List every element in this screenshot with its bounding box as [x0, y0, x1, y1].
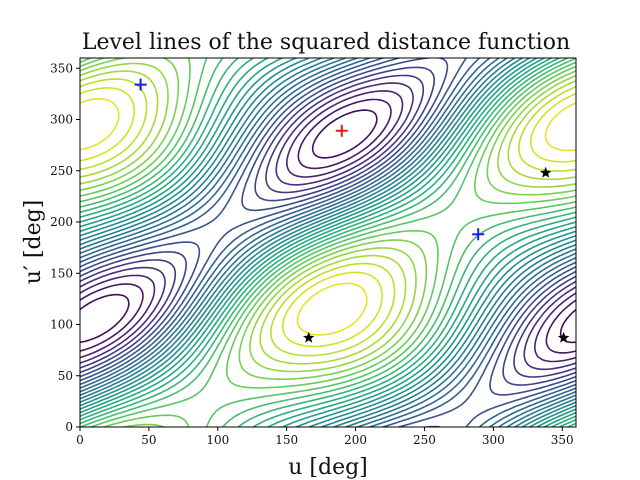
contour-level: [80, 58, 576, 427]
minimum-marker: [472, 228, 485, 241]
x-tick-label: 300: [482, 433, 505, 447]
x-axis-label: u [deg]: [288, 455, 368, 480]
chart-title: Level lines of the squared distance func…: [82, 30, 570, 55]
contour-level: [80, 82, 576, 371]
contour-level: [80, 58, 576, 427]
y-axis-label: u′ [deg]: [21, 200, 46, 285]
y-tick-label: 300: [50, 113, 73, 127]
y-tick-label: 200: [50, 215, 73, 229]
contour-level: [80, 78, 576, 357]
plot-frame: [79, 57, 577, 428]
contour-level: [80, 58, 576, 427]
y-tick-label: 250: [50, 164, 73, 178]
contour-level: [80, 58, 576, 427]
y-tick-label: 0: [65, 420, 73, 434]
contour-level: [80, 58, 576, 427]
x-tick-label: 0: [76, 433, 84, 447]
contour-level: [80, 74, 576, 378]
contour-level: [80, 109, 576, 344]
contour-level: [80, 58, 576, 427]
contour-level: [80, 87, 576, 348]
contour-level: [80, 58, 576, 427]
contour-level: [80, 98, 576, 336]
contour-level: [80, 62, 576, 373]
x-axis-ticks: 0 50 100 150 200 250 300 350: [76, 427, 574, 447]
saddle-marker: [539, 166, 552, 178]
contour-level: [80, 98, 576, 354]
x-tick-label: 100: [206, 433, 229, 447]
contour-level: [80, 58, 576, 427]
x-tick-label: 50: [141, 433, 156, 447]
contour-level: [80, 58, 576, 427]
minimum-marker: [134, 78, 147, 91]
y-tick-label: 150: [50, 266, 73, 280]
plot-area: [79, 57, 577, 428]
y-axis-ticks: 0 50 100 150 200 250 300 350: [50, 61, 80, 434]
y-tick-label: 50: [58, 369, 73, 383]
x-tick-label: 200: [344, 433, 367, 447]
contour-level: [80, 58, 576, 427]
x-tick-label: 250: [413, 433, 436, 447]
contour-level: [80, 58, 576, 427]
saddle-marker: [303, 331, 315, 343]
contour-level: [80, 58, 576, 427]
critical-point-markers: [134, 78, 570, 343]
x-tick-label: 150: [275, 433, 298, 447]
contour-level: [80, 90, 576, 363]
contour-level: [80, 58, 576, 427]
contour-level: [80, 66, 576, 386]
contour-level: [80, 70, 576, 365]
maximum-marker: [335, 124, 348, 137]
contour-lines: [80, 58, 576, 427]
contour-level: [80, 58, 576, 427]
y-tick-label: 350: [50, 61, 73, 75]
saddle-marker: [557, 331, 570, 343]
contour-level: [80, 58, 576, 427]
contour-level: [80, 58, 576, 427]
contour-level: [80, 58, 576, 427]
contour-level: [80, 58, 576, 427]
x-tick-label: 350: [551, 433, 574, 447]
y-tick-label: 100: [50, 318, 73, 332]
